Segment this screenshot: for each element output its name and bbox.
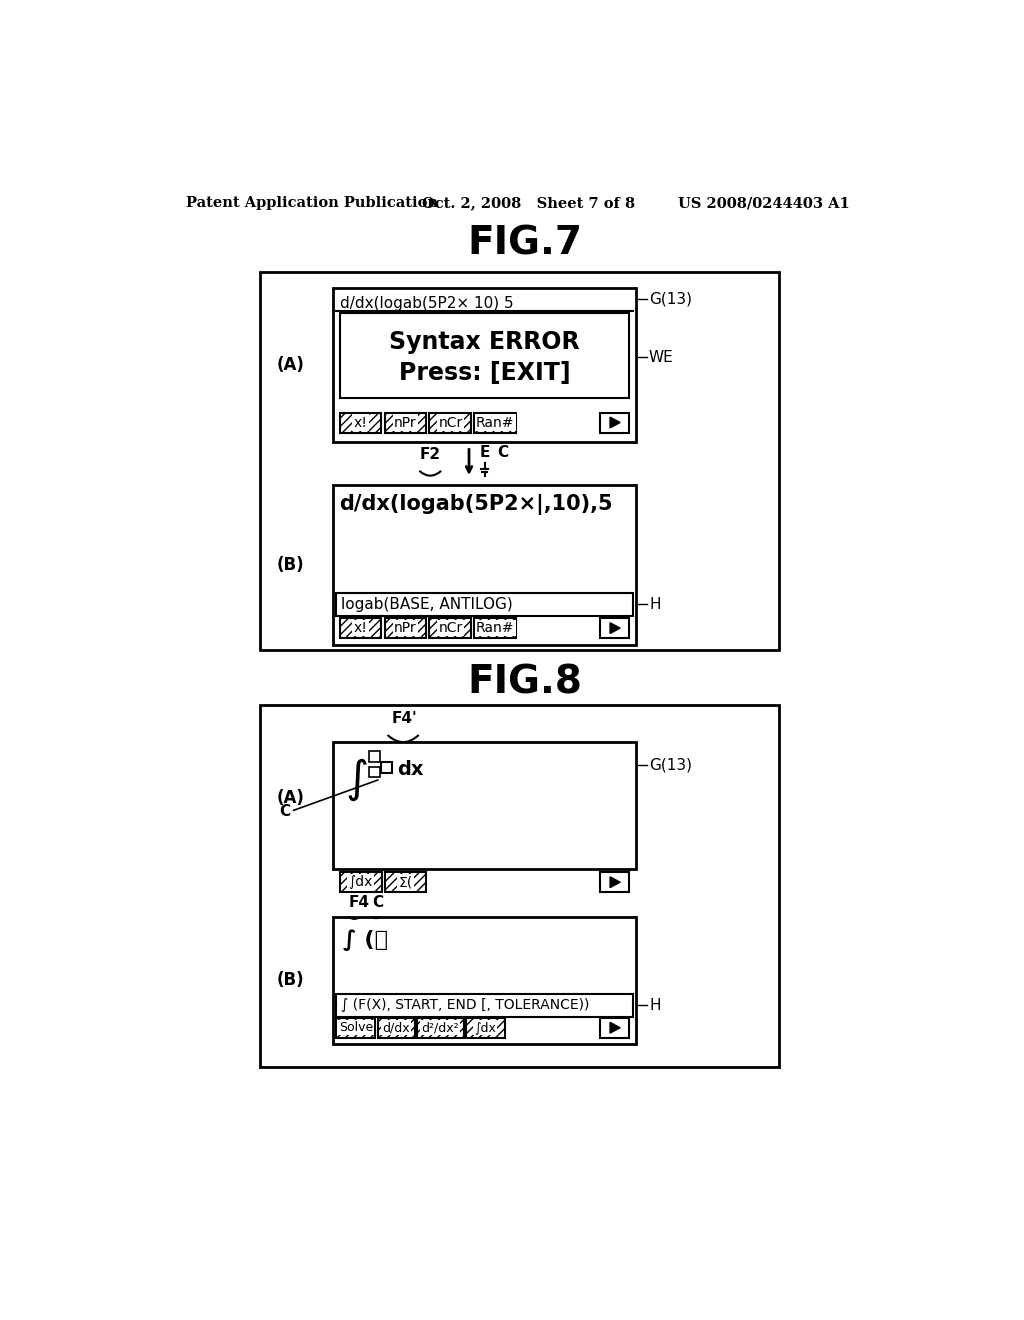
Text: Ran#: Ran# (476, 622, 515, 635)
Text: C: C (372, 895, 383, 911)
Bar (417, 1018, 464, 1038)
Text: dx: dx (397, 759, 424, 779)
Text: WE: WE (649, 350, 674, 364)
Bar (385, 413, 426, 433)
Bar (260, 705, 779, 1067)
Text: H: H (649, 597, 662, 611)
Text: (B): (B) (276, 556, 304, 574)
Text: Patent Application Publication: Patent Application Publication (186, 197, 438, 210)
Polygon shape (610, 1022, 621, 1034)
Bar (378, 1018, 415, 1038)
Text: F4: F4 (349, 895, 370, 911)
Text: Solve: Solve (339, 1022, 373, 1035)
Text: nPr: nPr (394, 622, 417, 635)
Text: FIG.7: FIG.7 (467, 224, 583, 263)
Bar (600, 413, 630, 433)
Bar (474, 618, 516, 638)
Bar (334, 742, 636, 869)
Text: d/dx(logab(5P2×|,10),5: d/dx(logab(5P2×|,10),5 (340, 495, 613, 515)
Text: d²/dx²: d²/dx² (422, 1022, 459, 1035)
Bar (600, 618, 630, 638)
Bar (336, 593, 633, 615)
Bar (340, 618, 381, 638)
Text: Oct. 2, 2008   Sheet 7 of 8: Oct. 2, 2008 Sheet 7 of 8 (423, 197, 636, 210)
Polygon shape (610, 417, 621, 428)
Text: nCr: nCr (438, 622, 463, 635)
Bar (337, 1018, 375, 1038)
Bar (429, 618, 471, 638)
Text: G(13): G(13) (649, 758, 692, 772)
Bar (600, 1018, 630, 1038)
Bar (466, 1018, 505, 1038)
Polygon shape (610, 876, 621, 887)
Text: d/dx: d/dx (382, 1022, 410, 1035)
Text: nCr: nCr (438, 416, 463, 429)
Bar (260, 272, 779, 649)
Text: C: C (497, 445, 508, 461)
Bar (385, 618, 426, 638)
Text: F2: F2 (420, 446, 440, 462)
Text: nPr: nPr (394, 416, 417, 429)
Polygon shape (610, 623, 621, 634)
Text: (A): (A) (276, 789, 305, 807)
Text: logab(BASE, ANTILOG): logab(BASE, ANTILOG) (341, 597, 513, 611)
Bar (334, 288, 636, 442)
Bar (474, 413, 516, 433)
Text: (B): (B) (276, 972, 304, 990)
Bar (340, 313, 630, 397)
Bar (336, 994, 633, 1016)
Text: G(13): G(13) (649, 292, 692, 306)
Bar (600, 873, 630, 892)
Text: x!: x! (353, 416, 368, 429)
Text: C: C (279, 804, 290, 818)
Bar (369, 751, 380, 762)
Text: (A): (A) (276, 356, 305, 374)
Text: x!: x! (353, 622, 368, 635)
Bar (429, 413, 471, 433)
Bar (369, 767, 380, 777)
Text: E: E (479, 445, 489, 461)
Text: F4': F4' (391, 711, 417, 726)
Text: FIG.8: FIG.8 (467, 663, 583, 701)
Text: Σ(: Σ( (398, 875, 413, 890)
Text: ∫ (⏐: ∫ (⏐ (343, 929, 388, 950)
Bar (385, 873, 426, 892)
Text: Syntax ERROR: Syntax ERROR (389, 330, 580, 355)
Text: d/dx(logab(5P2× 10) 5: d/dx(logab(5P2× 10) 5 (340, 296, 513, 310)
Text: ∫dx: ∫dx (474, 1022, 497, 1035)
Bar (340, 413, 381, 433)
Bar (381, 762, 391, 774)
Text: ∫: ∫ (346, 758, 369, 800)
Bar (340, 873, 382, 892)
Text: H: H (649, 998, 662, 1012)
Text: Ran#: Ran# (476, 416, 515, 429)
Bar (334, 917, 636, 1044)
Text: ∫ (F(X), START, END [, TOLERANCE)): ∫ (F(X), START, END [, TOLERANCE)) (341, 998, 590, 1012)
Text: ∫dx: ∫dx (349, 875, 373, 890)
Text: Press: [EXIT]: Press: [EXIT] (398, 362, 570, 385)
Bar (334, 484, 636, 645)
Text: US 2008/0244403 A1: US 2008/0244403 A1 (678, 197, 850, 210)
